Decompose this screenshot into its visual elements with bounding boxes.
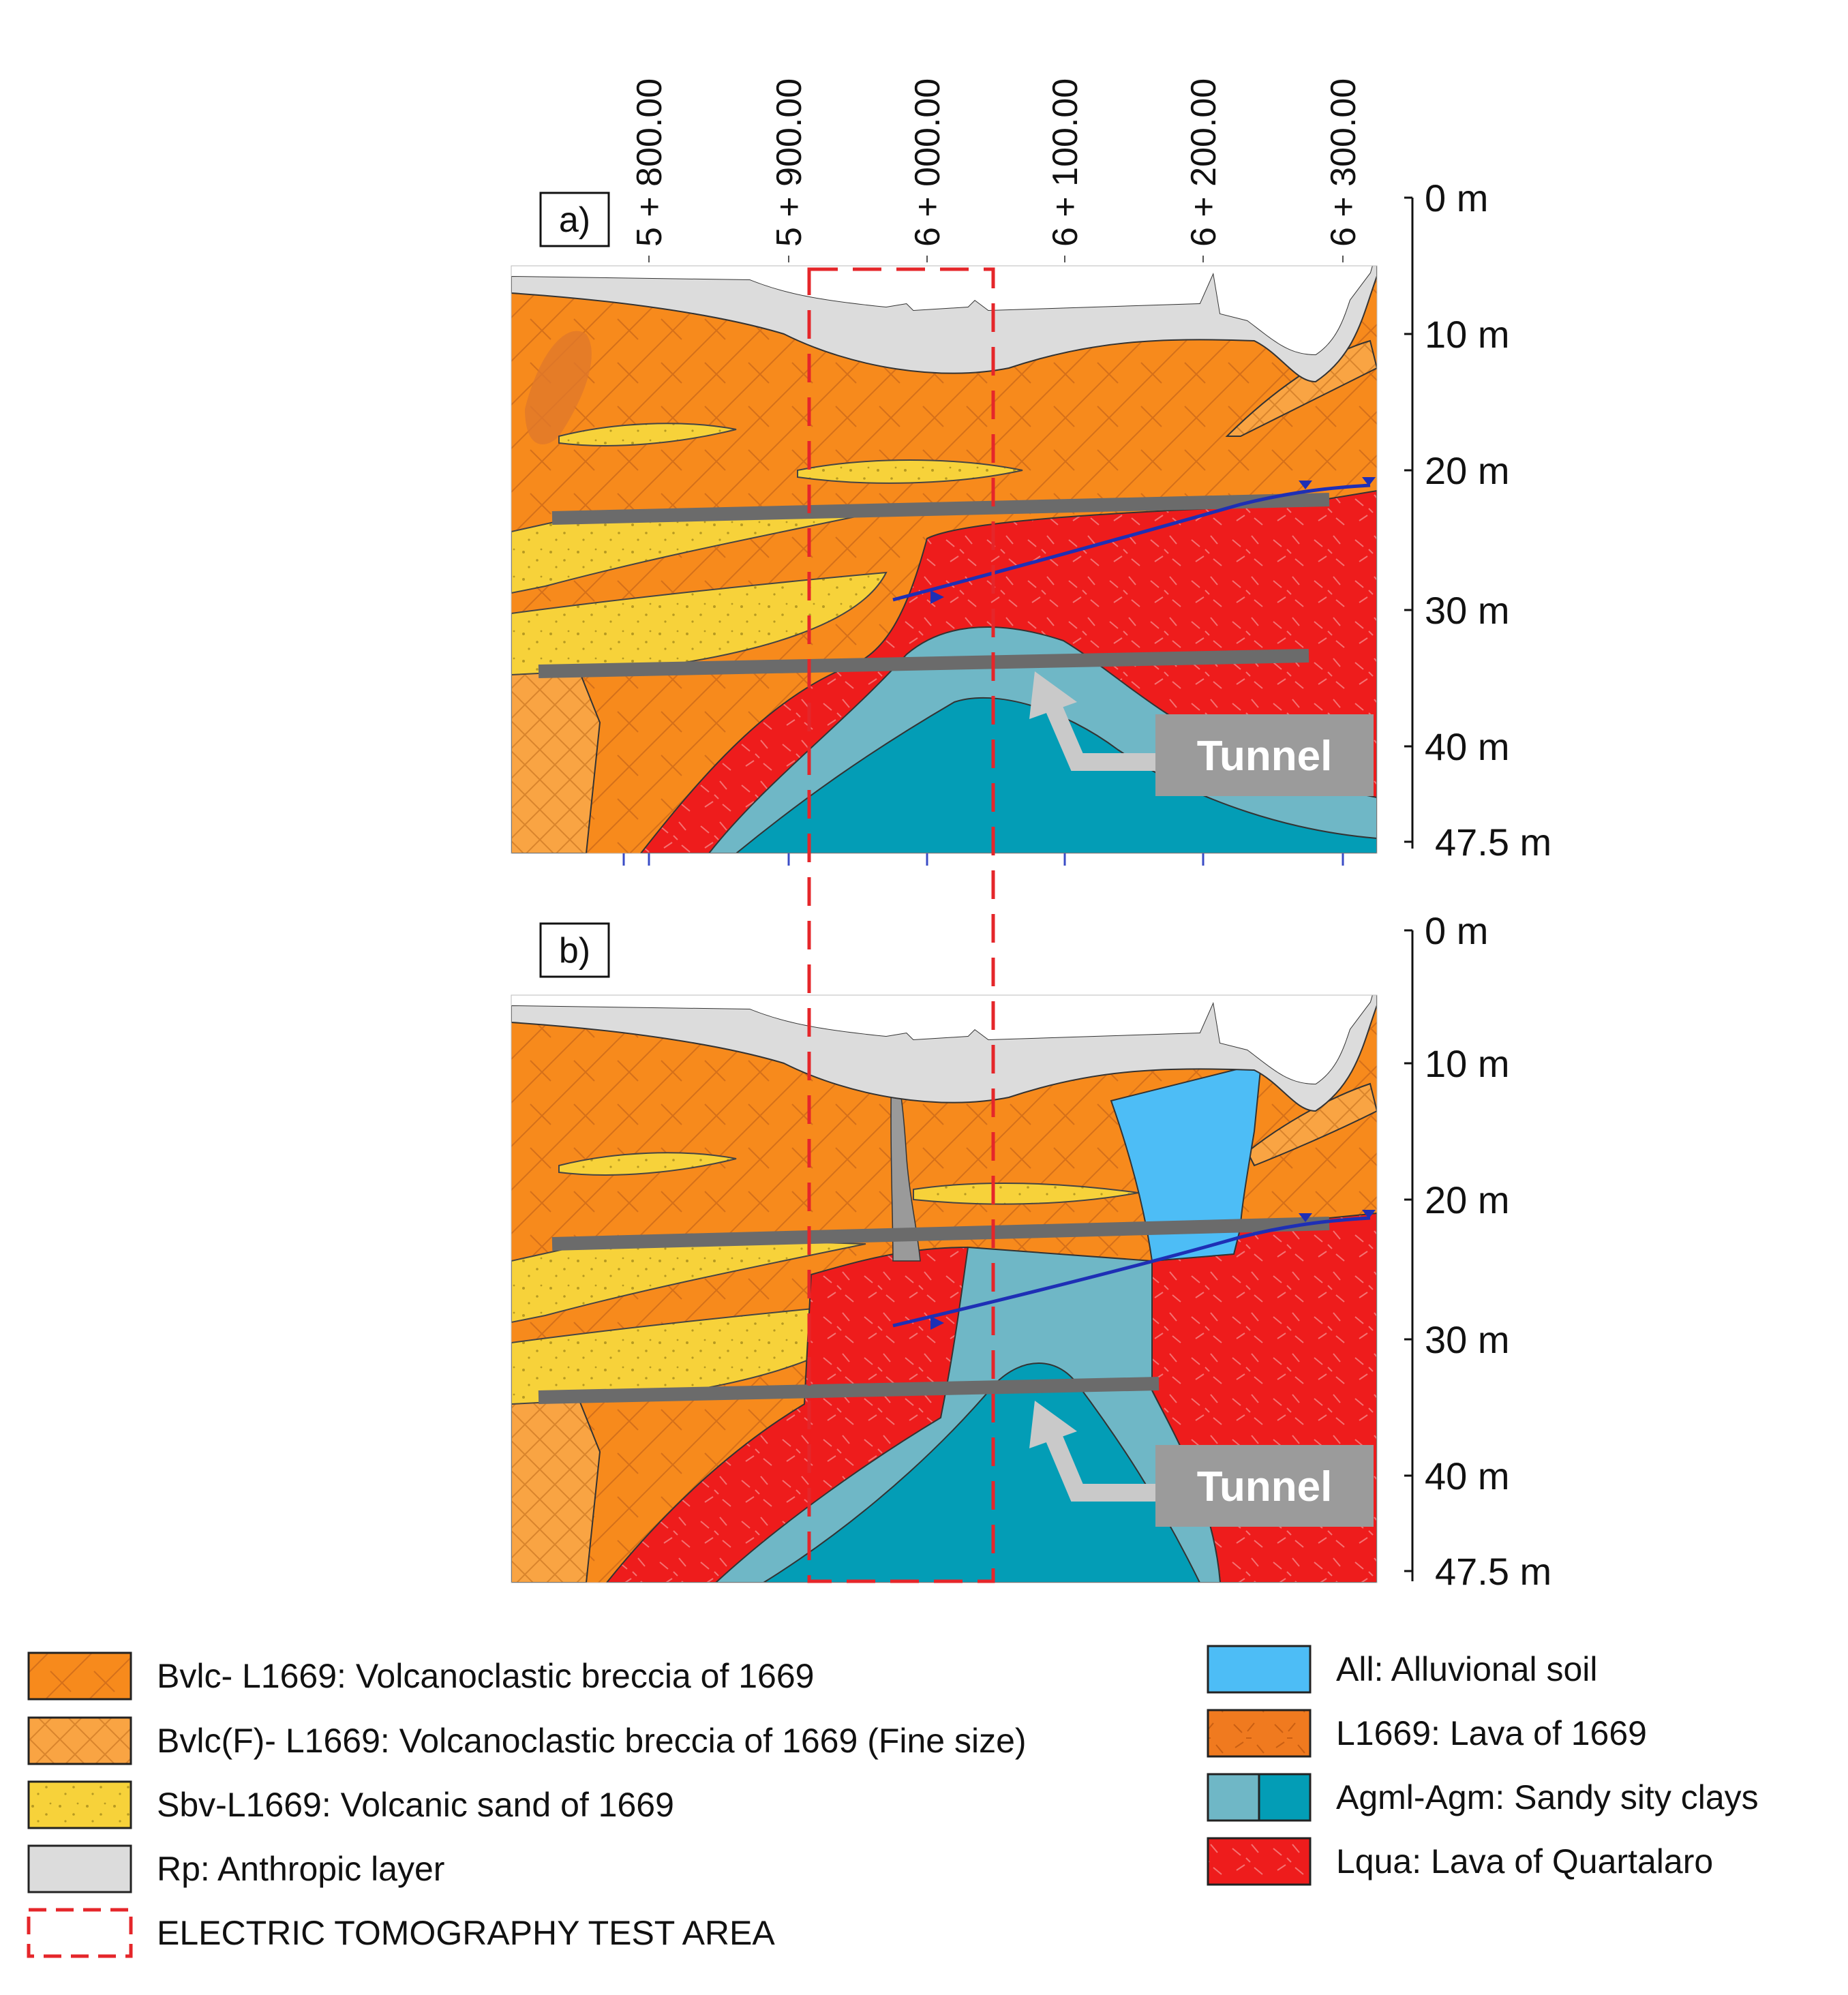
- tunnel-lower: [538, 1377, 1160, 1404]
- legend-label: Sbv-L1669: Volcanic sand of 1669: [157, 1786, 674, 1824]
- legend-label: Bvlc(F)- L1669: Volcanoclastic breccia o…: [157, 1722, 1027, 1760]
- panel-a-frame: [511, 265, 1378, 854]
- depth-label: 30 m: [1425, 589, 1510, 632]
- alluvial-swatch: [1207, 1645, 1312, 1694]
- anthropic-swatch: [27, 1844, 132, 1893]
- water-marker-icon: [1362, 1210, 1376, 1219]
- breccia-fine-streak-right: [1246, 1082, 1377, 1167]
- legend-label: ELECTRIC TOMOGRAPHY TEST AREA: [157, 1914, 775, 1952]
- section-panel-b: Tunnel b): [511, 922, 1378, 1583]
- panel-a-bottom-ticks: [622, 853, 1344, 866]
- depth-label: 47.5 m: [1435, 1550, 1551, 1593]
- breccia-swatch: [27, 1651, 132, 1701]
- breccia-fine-streak-left: [525, 331, 592, 444]
- water-marker-icon: [1299, 481, 1312, 489]
- tunnel-label: Tunnel: [1197, 733, 1333, 780]
- station-label: 5 + 800.00: [630, 78, 669, 247]
- electric-tomography-test-area: [807, 267, 995, 1583]
- sand-lens-1: [558, 423, 737, 446]
- water-marker-icon: [1299, 1213, 1312, 1222]
- depth-label: 0 m: [1425, 177, 1488, 219]
- test-area-swatch: [27, 1908, 133, 1958]
- tunnel-arrow-icon: [1042, 695, 1155, 771]
- sand-swatch: [27, 1780, 132, 1829]
- tunnel-arrowhead-icon: [1029, 671, 1077, 719]
- depth-label: 10 m: [1425, 1042, 1510, 1085]
- legend-label: Rp: Anthropic layer: [157, 1850, 444, 1888]
- depth-label: 20 m: [1425, 449, 1510, 492]
- station-label: 6 + 300.00: [1324, 78, 1363, 247]
- sand-lens-1: [558, 1152, 737, 1176]
- tunnel-lower: [538, 649, 1309, 678]
- breccia-fine-streak-right: [1225, 339, 1377, 437]
- tunnel-upper: [551, 493, 1330, 525]
- depth-label: 40 m: [1425, 1455, 1510, 1497]
- depth-scale-a: 0 m 10 m 20 m 30 m 40 m 47.5 m: [1404, 177, 1551, 864]
- panel-a-label-box: [539, 192, 610, 247]
- quartalaro-swatch: [1207, 1837, 1312, 1886]
- legend-label: Agml-Agm: Sandy sity clays: [1336, 1778, 1759, 1816]
- legend-label: Bvlc- L1669: Volcanoclastic breccia of 1…: [157, 1657, 814, 1695]
- station-labels: 5 + 800.00 5 + 900.00 6 + 000.00 6 + 100.00…: [630, 78, 1363, 300]
- station-label: 6 + 000.00: [908, 78, 948, 247]
- panel-b-label-box: [539, 922, 610, 978]
- panel-b-label: b): [559, 931, 590, 971]
- panel-a-label: a): [559, 200, 590, 240]
- station-label: 5 + 900.00: [770, 78, 809, 247]
- sand-lens-4: [511, 571, 888, 676]
- tunnel-arrow-icon: [1042, 1424, 1155, 1502]
- legend-label: Lqua: Lava of Quartalaro: [1336, 1842, 1713, 1880]
- depth-label: 47.5 m: [1435, 821, 1551, 864]
- legend: Bvlc- L1669: Volcanoclastic breccia of 1…: [27, 1645, 1759, 1958]
- station-label: 6 + 200.00: [1184, 78, 1224, 247]
- depth-label: 0 m: [1425, 909, 1488, 952]
- clay-swatch: [1207, 1773, 1260, 1822]
- water-marker-icon: [1362, 477, 1376, 486]
- tunnel-label: Tunnel: [1197, 1463, 1333, 1510]
- water-marker-icon: [930, 1316, 944, 1330]
- water-marker-icon: [930, 590, 944, 604]
- legend-label: L1669: Lava of 1669: [1336, 1714, 1647, 1752]
- legend-label: All: Alluvional soil: [1336, 1650, 1598, 1688]
- station-label: 6 + 100.00: [1046, 78, 1085, 247]
- anthropic-layer: [511, 266, 1377, 383]
- depth-label: 30 m: [1425, 1318, 1510, 1361]
- tunnel-arrowhead-icon: [1029, 1401, 1077, 1448]
- depth-scale-b: 0 m 10 m 20 m 30 m 40 m 47.5 m: [1404, 909, 1551, 1593]
- sand-lens-2: [797, 459, 1023, 484]
- tunnel-callout-box: [1155, 1445, 1374, 1527]
- anthropic-layer: [511, 995, 1377, 1112]
- lava1669-swatch: [1207, 1709, 1312, 1758]
- tunnel-upper: [551, 1217, 1330, 1251]
- water-table-line: [892, 483, 1371, 602]
- depth-label: 20 m: [1425, 1178, 1510, 1221]
- breccia-fine-swatch: [27, 1716, 132, 1765]
- tunnel-callout-box: [1155, 714, 1374, 796]
- upper-sky-mask: [511, 995, 1377, 1084]
- depth-label: 40 m: [1425, 725, 1510, 768]
- water-table-line: [892, 1216, 1371, 1328]
- clay-swatch: [1258, 1773, 1312, 1822]
- section-panel-a: Tunnel a): [511, 192, 1378, 854]
- upper-sky-mask: [511, 266, 1377, 354]
- depth-label: 10 m: [1425, 313, 1510, 356]
